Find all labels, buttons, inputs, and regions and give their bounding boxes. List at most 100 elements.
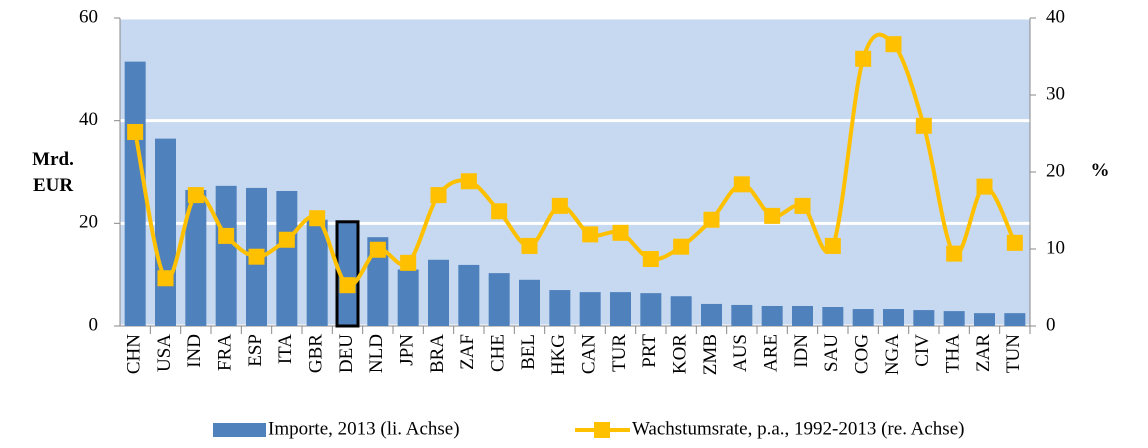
bar <box>731 304 753 326</box>
bar <box>913 310 935 326</box>
bar <box>124 61 146 327</box>
x-tick-label: KOR <box>670 334 691 374</box>
x-tick-label: ARE <box>761 334 782 372</box>
line-marker <box>733 176 750 193</box>
line-marker <box>278 231 295 248</box>
bar <box>367 237 389 326</box>
line-marker <box>460 173 477 190</box>
bar <box>974 313 995 326</box>
line-marker <box>1006 234 1023 251</box>
x-tick-label: HKG <box>548 334 569 375</box>
x-tick-label: DEU <box>336 334 357 373</box>
x-tick-label: NGA <box>882 334 903 375</box>
line-marker <box>794 197 811 214</box>
y-tick-label: 40 <box>79 109 98 130</box>
line-marker <box>248 248 265 265</box>
x-tick-label: BEL <box>518 334 539 370</box>
x-tick-label: CIV <box>912 334 933 367</box>
bar <box>549 290 571 326</box>
bar <box>276 190 298 326</box>
line-marker <box>369 241 386 258</box>
y2-tick-label: 30 <box>1046 83 1065 104</box>
bar <box>155 138 176 326</box>
x-tick-label: FRA <box>215 334 236 371</box>
x-tick-label: THA <box>943 334 964 373</box>
bar <box>610 292 631 326</box>
x-tick-label: ZAF <box>457 334 478 370</box>
x-tick-label: COG <box>852 334 873 374</box>
bar <box>215 185 237 326</box>
bar <box>579 292 601 326</box>
line-marker <box>582 226 599 243</box>
line-marker <box>430 187 447 204</box>
y-tick-label: 20 <box>79 212 98 233</box>
y-tick-label: 0 <box>89 314 99 335</box>
x-tick-label: CHE <box>488 334 509 372</box>
x-tick-label: SAU <box>821 334 842 372</box>
line-marker <box>400 254 417 271</box>
x-tick-label: CAN <box>579 334 600 374</box>
x-tick-label: TUR <box>609 334 630 372</box>
y2-tick-label: 0 <box>1046 314 1056 335</box>
x-tick-label: AUS <box>730 334 751 372</box>
bar <box>1004 313 1026 326</box>
legend-swatch <box>594 422 610 438</box>
line-marker <box>187 187 204 204</box>
bar <box>852 309 874 326</box>
bar <box>458 264 480 326</box>
x-tick-label: ZAR <box>973 334 994 372</box>
x-tick-label: IDN <box>791 334 812 368</box>
plot-background <box>120 18 1030 326</box>
line-marker <box>764 207 781 224</box>
bar <box>335 220 360 328</box>
bar <box>701 303 722 326</box>
y2-tick-label: 40 <box>1046 6 1065 27</box>
y2-axis-label: % <box>1090 160 1110 181</box>
bar <box>519 279 540 326</box>
line-marker <box>885 36 902 53</box>
line-marker <box>551 197 568 214</box>
x-tick-label: USA <box>154 334 175 372</box>
x-tick-label: CHN <box>124 334 145 374</box>
bar <box>822 307 844 326</box>
line-marker <box>491 203 508 220</box>
line-marker <box>673 238 690 255</box>
x-tick-label: ESP <box>245 334 266 367</box>
bar <box>670 296 692 326</box>
bar <box>883 309 904 326</box>
line-marker <box>976 178 993 195</box>
line-marker <box>127 123 144 140</box>
bar <box>488 273 510 326</box>
legend-label: Wachstumsrate, p.a., 1992-2013 (re. Achs… <box>632 418 964 439</box>
y2-tick-label: 20 <box>1046 160 1065 181</box>
line-marker <box>612 224 629 241</box>
line-marker <box>521 237 538 254</box>
x-tick-label: NLD <box>366 334 387 373</box>
bar <box>185 189 207 326</box>
x-tick-label: ZMB <box>700 334 721 375</box>
line-marker <box>703 211 720 228</box>
bar <box>306 219 328 326</box>
line-marker <box>309 210 326 227</box>
bar <box>792 305 813 326</box>
bar <box>397 269 419 326</box>
x-tick-label: JPN <box>397 334 418 366</box>
x-tick-label: GBR <box>306 334 327 373</box>
bar <box>761 305 783 326</box>
line-marker <box>157 270 174 287</box>
bar <box>640 293 662 326</box>
line-marker <box>915 117 932 134</box>
line-marker <box>855 50 872 67</box>
legend-swatch <box>213 423 266 437</box>
line-marker <box>946 245 963 262</box>
x-tick-label: IND <box>184 334 205 368</box>
x-tick-label: TUN <box>1003 334 1024 373</box>
line-marker <box>824 237 841 254</box>
line-marker <box>218 227 235 244</box>
y-axis-label: Mrd. EUR <box>32 149 74 196</box>
bar <box>943 311 965 326</box>
line-marker <box>642 251 659 268</box>
x-tick-label: ITA <box>275 334 296 364</box>
